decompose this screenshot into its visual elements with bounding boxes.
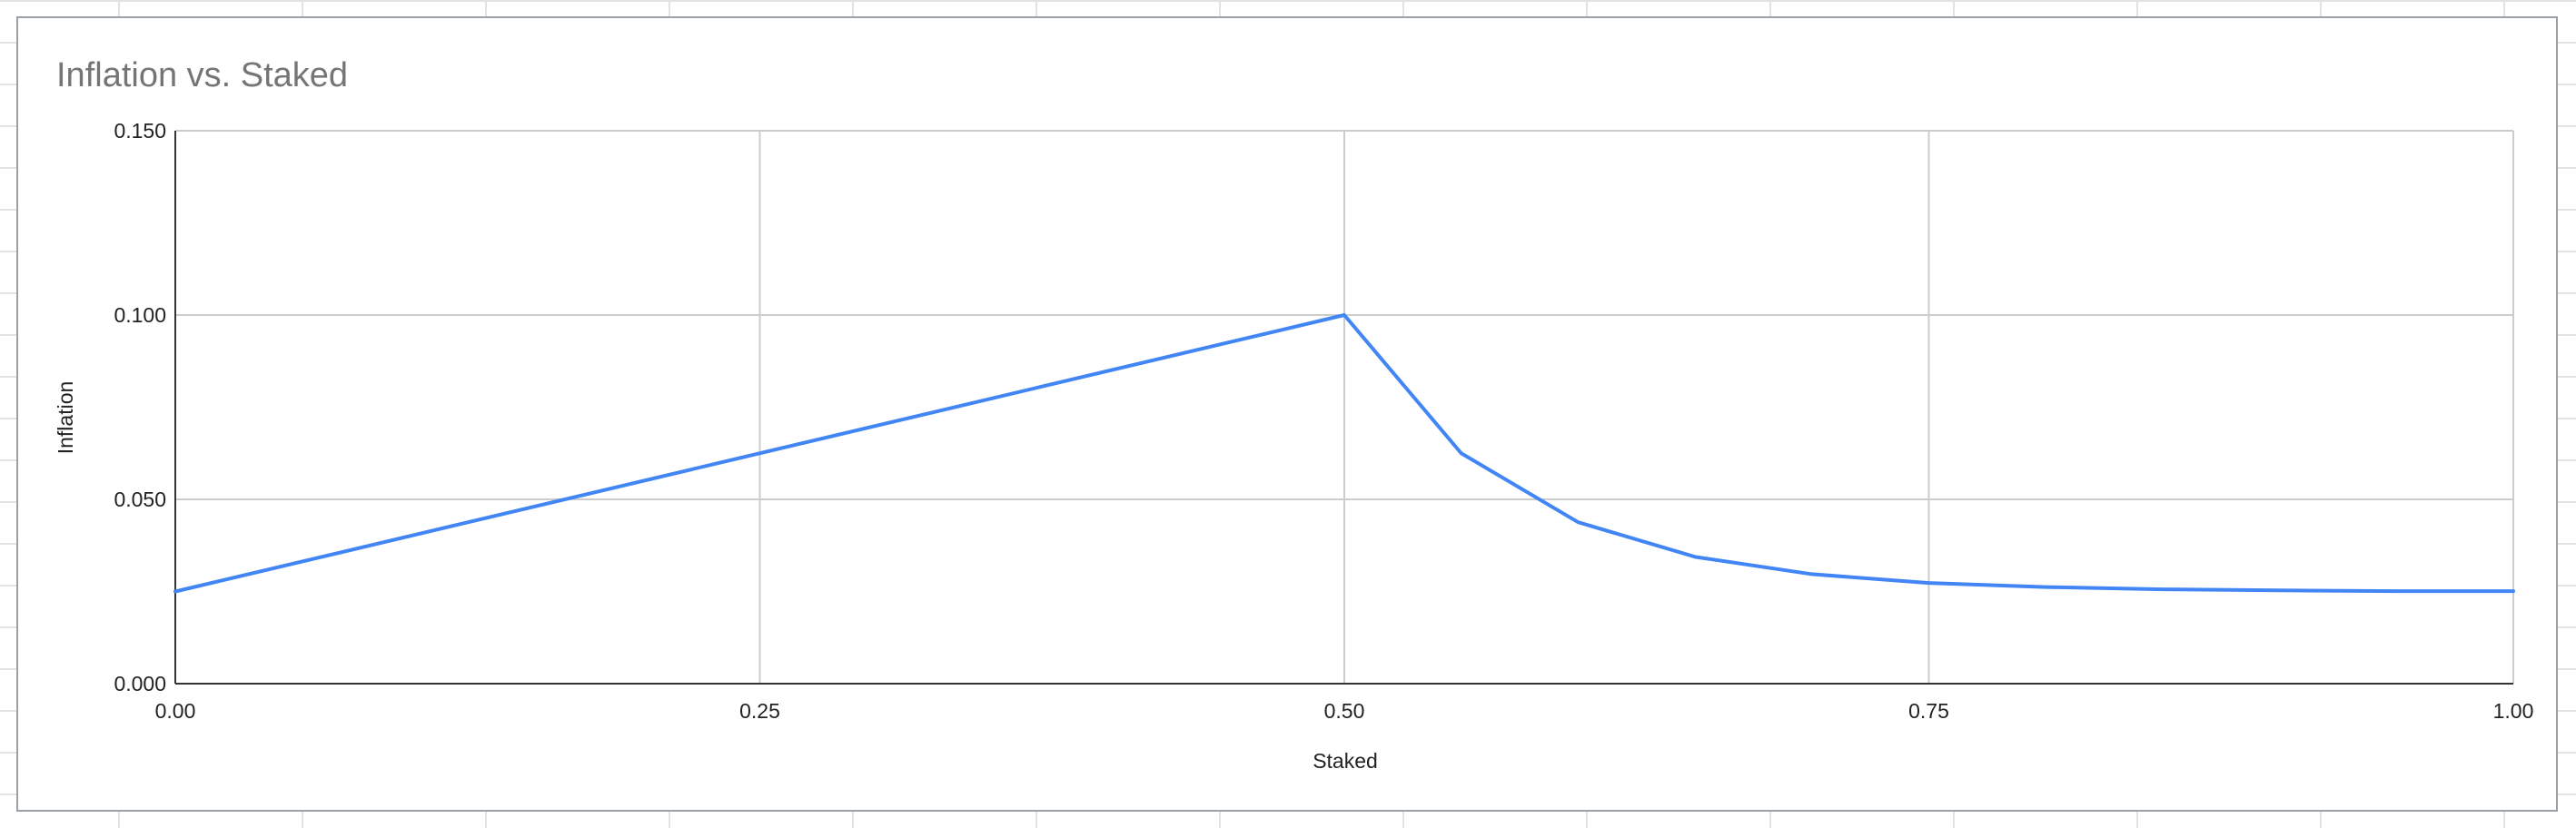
x-tick-label: 1.00 (2493, 699, 2534, 723)
y-tick-label: 0.100 (114, 303, 166, 327)
chart-title: Inflation vs. Staked (56, 56, 348, 94)
chart-container[interactable] (16, 16, 2558, 812)
x-tick-label: 0.75 (1908, 699, 1949, 723)
y-tick-label: 0.150 (114, 119, 166, 143)
x-axis-label: Staked (1313, 749, 1378, 773)
y-axis-label: Inflation (54, 381, 77, 455)
tick-labels: 0.00 0.25 0.50 0.75 1.00 0.000 0.050 0.100 0.150 (114, 119, 2533, 723)
grid-lines (175, 130, 2514, 684)
x-tick-label: 0.25 (739, 699, 780, 723)
x-tick-label: 0.00 (155, 699, 196, 723)
series-line[interactable] (173, 313, 2515, 594)
y-tick-label: 0.000 (114, 672, 166, 695)
x-tick-label: 0.50 (1324, 699, 1365, 723)
series-layer (173, 313, 2515, 594)
y-tick-label: 0.050 (114, 488, 166, 511)
